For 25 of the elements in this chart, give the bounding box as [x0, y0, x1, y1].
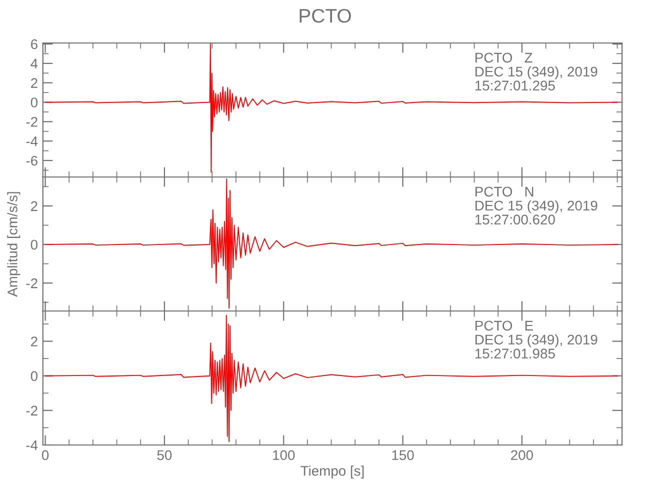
y-tick-label: -4 [26, 440, 38, 450]
x-tick-label: 0 [42, 450, 49, 460]
y-tick-label: 2 [31, 336, 38, 346]
x-tick-label: 100 [273, 450, 295, 460]
y-tick-label: 0 [30, 371, 38, 382]
y-tick-label: -2 [26, 116, 38, 127]
chart-title: PCTO [300, 8, 351, 23]
x-tick-label: 150 [392, 450, 414, 460]
y-tick-label: 0 [30, 240, 38, 250]
x-tick-label: 50 [157, 450, 172, 460]
y-tick-label: 6 [31, 39, 38, 50]
annotation: PCTO E DEC 15 (349), 2019 15:27:01.985 [475, 320, 598, 358]
y-tick-label: -2 [26, 278, 38, 288]
y-tick-label: 2 [31, 78, 38, 88]
y-tick-label: -4 [26, 136, 38, 146]
y-tick-label: -2 [26, 406, 38, 416]
y-axis-title: Amplitud [cm/s/s] [7, 192, 20, 297]
y-tick-label: -6 [26, 156, 38, 166]
annotation: PCTO N DEC 15 (349), 2019 15:27:00.620 [475, 186, 598, 224]
y-tick-label: 0 [30, 98, 38, 108]
y-tick-label: 2 [31, 201, 38, 211]
y-tick-label: 4 [30, 58, 38, 68]
x-axis-title: Tiempo [s] [300, 466, 364, 479]
annotation: PCTO Z DEC 15 (349), 2019 15:27:01.295 [475, 52, 598, 90]
x-tick-label: 200 [511, 450, 533, 460]
